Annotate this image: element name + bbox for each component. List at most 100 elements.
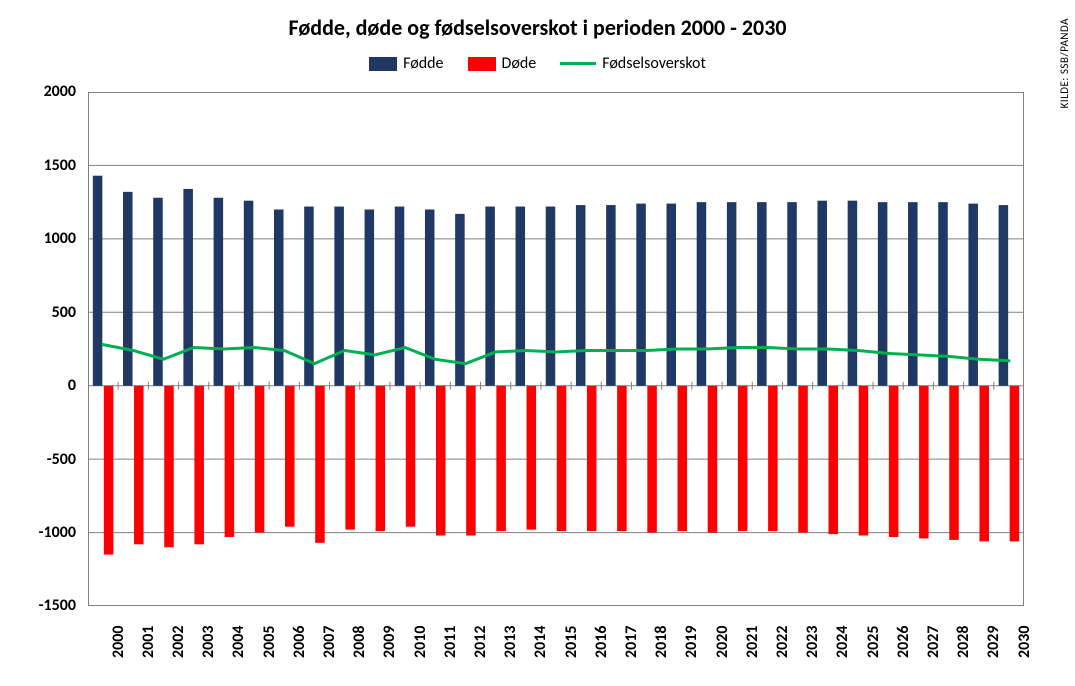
bar-fodde — [123, 192, 133, 386]
x-tick-label: 2029 — [984, 626, 1003, 658]
x-tick-label: 2026 — [894, 626, 913, 658]
bar-dode — [557, 386, 567, 531]
bar-fodde — [395, 207, 405, 386]
bar-fodde — [878, 202, 888, 386]
bar-dode — [164, 386, 174, 548]
bar-fodde — [727, 202, 737, 386]
bar-dode — [1010, 386, 1020, 542]
x-tick-label: 2011 — [441, 626, 460, 658]
x-tick-label: 2027 — [924, 626, 943, 658]
x-tick-label: 2003 — [199, 626, 218, 658]
bar-fodde — [214, 198, 224, 386]
bar-fodde — [546, 207, 556, 386]
bar-dode — [104, 386, 114, 555]
bar-fodde — [455, 214, 465, 386]
bar-dode — [587, 386, 597, 531]
x-tick-label: 2030 — [1015, 626, 1034, 658]
y-tick-label: 0 — [0, 376, 76, 395]
bar-fodde — [817, 201, 827, 386]
bar-dode — [466, 386, 476, 536]
x-tick-label: 2007 — [320, 626, 339, 658]
y-tick-label: 500 — [0, 303, 76, 322]
x-tick-label: 2004 — [229, 626, 248, 658]
legend-item-fodde: Fødde — [369, 54, 443, 73]
bar-dode — [768, 386, 778, 531]
bar-dode — [617, 386, 627, 531]
x-tick-label: 2006 — [290, 626, 309, 658]
y-tick-label: -500 — [0, 450, 76, 469]
bar-fodde — [576, 205, 586, 386]
bar-fodde — [365, 209, 375, 385]
bar-fodde — [636, 204, 646, 386]
legend-line-overskot — [560, 62, 596, 65]
bar-dode — [376, 386, 386, 531]
bar-dode — [798, 386, 808, 533]
bar-fodde — [697, 202, 707, 386]
x-tick-label: 2025 — [864, 626, 883, 658]
bar-fodde — [606, 205, 616, 386]
legend-item-dode: Døde — [468, 54, 537, 73]
bar-fodde — [485, 207, 495, 386]
x-tick-label: 2028 — [954, 626, 973, 658]
bar-dode — [738, 386, 748, 531]
bar-dode — [889, 386, 899, 537]
bar-dode — [315, 386, 325, 543]
x-tick-label: 2016 — [592, 626, 611, 658]
bar-dode — [527, 386, 537, 530]
x-tick-label: 2021 — [743, 626, 762, 658]
x-tick-label: 2005 — [260, 626, 279, 658]
x-tick-label: 2000 — [109, 626, 128, 658]
x-tick-label: 2020 — [713, 626, 732, 658]
legend-label: Fødselsoverskot — [602, 54, 706, 73]
x-tick-label: 2012 — [471, 626, 490, 658]
x-tick-label: 2014 — [531, 626, 550, 658]
y-tick-label: 1500 — [0, 156, 76, 175]
bar-fodde — [183, 189, 193, 386]
legend: Fødde Døde Fødselsoverskot — [0, 54, 1075, 73]
bar-fodde — [667, 204, 677, 386]
x-tick-label: 2022 — [773, 626, 792, 658]
x-tick-label: 2019 — [682, 626, 701, 658]
bar-fodde — [334, 207, 344, 386]
chart-title: Fødde, døde og fødselsoverskot i periode… — [0, 14, 1075, 41]
legend-label: Døde — [502, 54, 537, 73]
bar-dode — [345, 386, 355, 530]
bar-dode — [225, 386, 235, 537]
y-tick-label: 2000 — [0, 82, 76, 101]
legend-label: Fødde — [403, 54, 443, 73]
legend-item-overskot: Fødselsoverskot — [560, 54, 706, 73]
bar-dode — [436, 386, 446, 536]
bar-dode — [859, 386, 869, 536]
x-tick-label: 2009 — [380, 626, 399, 658]
bar-dode — [285, 386, 295, 527]
bar-fodde — [908, 202, 918, 386]
x-tick-label: 2010 — [411, 626, 430, 658]
y-tick-label: -1000 — [0, 523, 76, 542]
chart-container: Fødde, døde og fødselsoverskot i periode… — [0, 0, 1075, 686]
x-tick-label: 2013 — [501, 626, 520, 658]
bar-fodde — [274, 209, 284, 385]
x-tick-label: 2001 — [139, 626, 158, 658]
bar-dode — [194, 386, 204, 545]
bar-dode — [255, 386, 265, 533]
x-tick-label: 2008 — [350, 626, 369, 658]
bar-fodde — [93, 176, 103, 386]
bar-dode — [708, 386, 718, 533]
bar-dode — [828, 386, 838, 534]
bar-dode — [496, 386, 506, 531]
bar-fodde — [999, 205, 1009, 386]
x-tick-label: 2023 — [803, 626, 822, 658]
legend-swatch-fodde — [369, 57, 397, 71]
y-tick-label: 1000 — [0, 229, 76, 248]
bar-dode — [678, 386, 688, 531]
y-tick-label: -1500 — [0, 596, 76, 615]
bar-dode — [949, 386, 959, 540]
x-tick-label: 2002 — [169, 626, 188, 658]
x-tick-label: 2015 — [562, 626, 581, 658]
bar-dode — [406, 386, 416, 527]
legend-swatch-dode — [468, 57, 496, 71]
x-tick-label: 2018 — [652, 626, 671, 658]
bar-dode — [134, 386, 144, 545]
bar-fodde — [848, 201, 858, 386]
bar-dode — [979, 386, 989, 542]
